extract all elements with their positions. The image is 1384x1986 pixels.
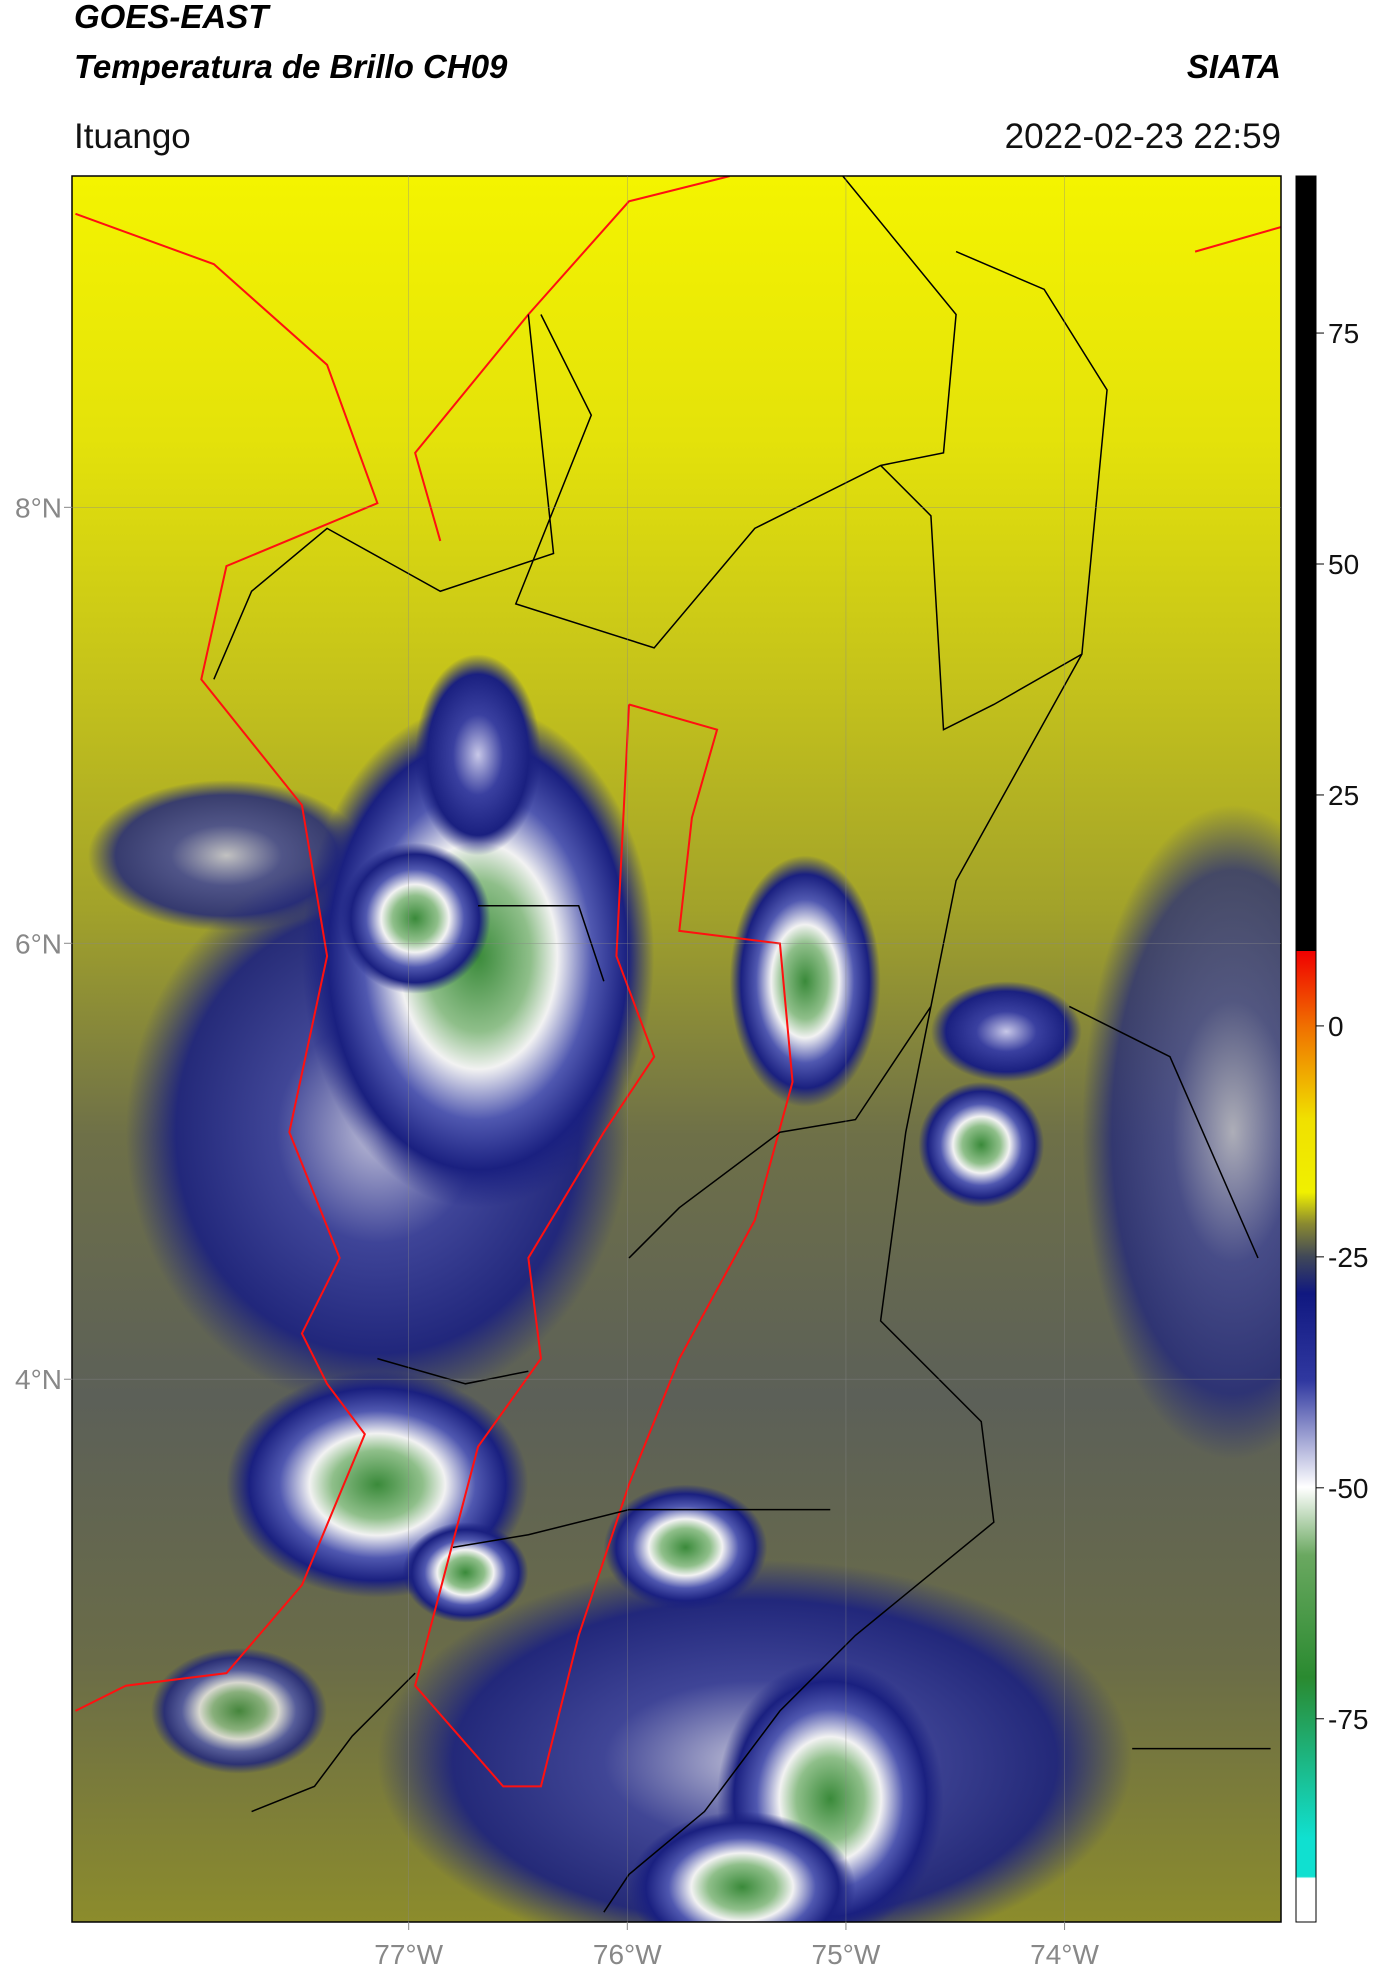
title-line1: GOES-EAST [74, 0, 271, 35]
y-tick-label: 8°N [15, 492, 62, 523]
colorbar-tick-label: 75 [1328, 318, 1359, 349]
x-tick-label: 77°W [374, 1939, 443, 1970]
map-image [72, 176, 1281, 1922]
x-tick-label: 75°W [812, 1939, 881, 1970]
colorbar-tick-label: 25 [1328, 780, 1359, 811]
datetime: 2022-02-23 22:59 [1005, 117, 1281, 156]
org: SIATA [1187, 48, 1281, 85]
colorbar [1295, 175, 1317, 1923]
colorbar-tick-label: -25 [1328, 1242, 1368, 1273]
x-tick-label: 74°W [1030, 1939, 1099, 1970]
colorbar-tick-label: -75 [1328, 1704, 1368, 1735]
title-line2: Temperatura de Brillo CH09 [74, 48, 508, 85]
colorbar-tick-label: 50 [1328, 549, 1359, 580]
map-frame [71, 175, 1282, 1923]
colorbar-tick-label: -50 [1328, 1473, 1368, 1504]
location: Ituango [74, 117, 191, 156]
x-tick-label: 76°W [593, 1939, 662, 1970]
y-tick-label: 6°N [15, 928, 62, 959]
y-tick-label: 4°N [15, 1364, 62, 1395]
colorbar-tick-label: 0 [1328, 1011, 1344, 1042]
